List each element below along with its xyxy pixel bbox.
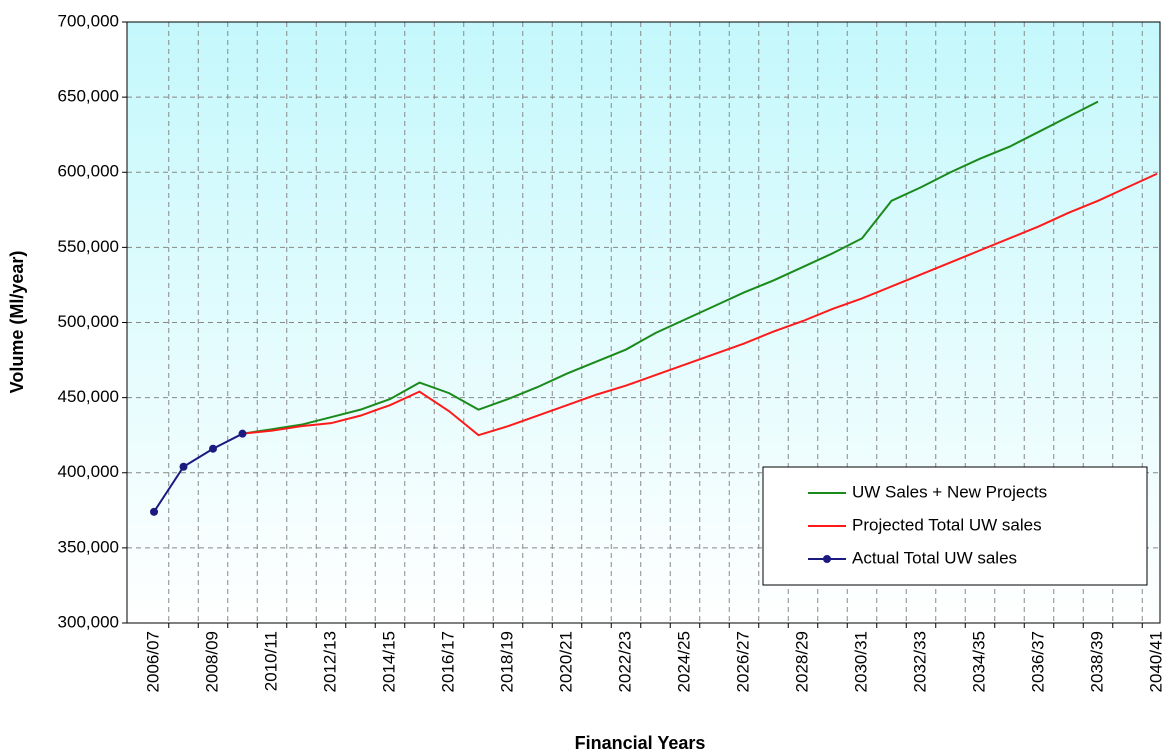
y-tick-label: 650,000 [58, 87, 119, 106]
marker [150, 507, 158, 516]
series-line [242, 100, 1099, 435]
marker [209, 444, 217, 453]
x-axis-title: Financial Years [575, 733, 706, 753]
x-tick-label: 2006/07 [143, 631, 162, 692]
x-tick-label: 2026/27 [733, 631, 752, 692]
marker [238, 429, 247, 438]
x-tick-label: 2008/09 [202, 631, 221, 692]
x-tick-label: 2016/17 [438, 631, 457, 692]
marker [179, 462, 188, 471]
grid [127, 22, 1160, 623]
x-tick-label: 2032/33 [910, 631, 929, 692]
x-tick-label: 2024/25 [674, 631, 693, 692]
y-tick-label: 300,000 [58, 612, 119, 631]
x-tick-label: 2040/41 [1146, 631, 1165, 692]
legend-label: Projected Total UW sales [852, 515, 1042, 534]
x-tick-label: 2030/31 [851, 631, 870, 692]
series-line [153, 432, 243, 513]
y-tick-label: 700,000 [58, 11, 119, 30]
y-tick-label: 450,000 [58, 387, 119, 406]
legend-label: UW Sales + New Projects [852, 482, 1047, 501]
y-tick-label: 500,000 [58, 312, 119, 331]
legend-label: Actual Total UW sales [852, 548, 1017, 567]
x-tick-label: 2014/15 [379, 631, 398, 692]
x-tick-label: 2038/39 [1087, 631, 1106, 692]
x-tick-label: 2018/19 [497, 631, 516, 692]
y-tick-label: 550,000 [58, 237, 119, 256]
y-tick-label: 600,000 [58, 162, 119, 181]
x-tick-label: 2028/29 [792, 631, 811, 692]
x-tick-label: 2012/13 [320, 631, 339, 692]
x-tick-label: 2020/21 [556, 631, 575, 692]
series-line [242, 172, 1158, 437]
x-tick-label: 2010/11 [261, 631, 280, 691]
y-tick-label: 350,000 [58, 537, 119, 556]
x-tick-label: 2034/35 [969, 631, 988, 692]
x-tick-label: 2036/37 [1028, 631, 1047, 692]
x-tick-label: 2022/23 [615, 631, 634, 692]
y-axis-title: Volume (Ml/year) [7, 251, 27, 394]
y-tick-label: 400,000 [58, 462, 119, 481]
legend-marker [823, 555, 831, 563]
